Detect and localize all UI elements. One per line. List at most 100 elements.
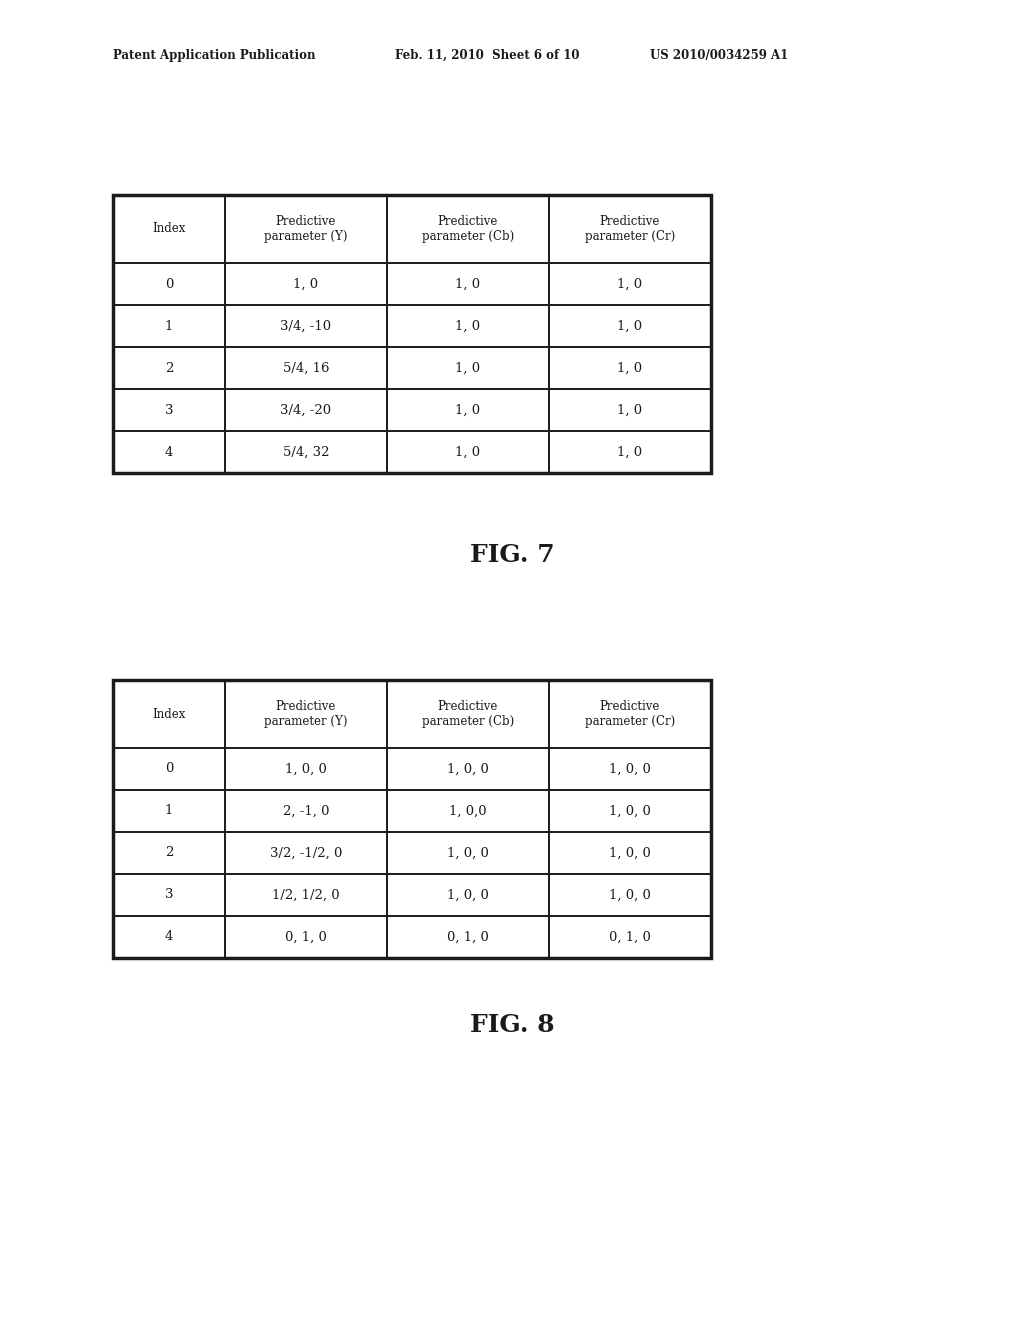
Bar [387, 389, 549, 432]
Bar [113, 305, 225, 347]
Bar [113, 789, 225, 832]
Bar [387, 916, 549, 958]
Text: Feb. 11, 2010  Sheet 6 of 10: Feb. 11, 2010 Sheet 6 of 10 [395, 49, 580, 62]
Bar [113, 916, 225, 958]
Bar [387, 680, 549, 748]
Bar [549, 789, 711, 832]
Bar [113, 389, 225, 432]
Text: 3: 3 [165, 888, 173, 902]
Text: 1, 0, 0: 1, 0, 0 [609, 804, 651, 817]
Text: 0, 1, 0: 0, 1, 0 [609, 931, 651, 944]
Bar [549, 432, 711, 473]
Bar [387, 789, 549, 832]
Text: 1, 0: 1, 0 [617, 319, 643, 333]
Text: 1, 0: 1, 0 [456, 277, 480, 290]
Bar [387, 263, 549, 305]
Bar [225, 680, 387, 748]
Bar [113, 748, 225, 789]
Text: 1, 0, 0: 1, 0, 0 [285, 763, 327, 776]
Bar [387, 874, 549, 916]
Text: 2, -1, 0: 2, -1, 0 [283, 804, 330, 817]
Bar [225, 874, 387, 916]
Text: 1, 0: 1, 0 [294, 277, 318, 290]
Text: 1, 0, 0: 1, 0, 0 [447, 763, 488, 776]
Text: 5/4, 16: 5/4, 16 [283, 362, 330, 375]
Text: 1: 1 [165, 319, 173, 333]
Bar [549, 832, 711, 874]
Bar [387, 305, 549, 347]
Text: 2: 2 [165, 362, 173, 375]
Bar [549, 305, 711, 347]
Text: Predictive
parameter (Cb): Predictive parameter (Cb) [422, 215, 514, 243]
Bar [549, 916, 711, 958]
Text: Predictive
parameter (Y): Predictive parameter (Y) [264, 700, 348, 729]
Text: Predictive
parameter (Cr): Predictive parameter (Cr) [585, 215, 675, 243]
Bar [549, 389, 711, 432]
Bar [113, 347, 225, 389]
Bar [387, 347, 549, 389]
Text: FIG. 8: FIG. 8 [470, 1012, 554, 1038]
Bar [549, 680, 711, 748]
Text: 1, 0, 0: 1, 0, 0 [609, 888, 651, 902]
Bar [225, 195, 387, 263]
Text: 1/2, 1/2, 0: 1/2, 1/2, 0 [272, 888, 340, 902]
Bar [225, 389, 387, 432]
Text: 3/4, -20: 3/4, -20 [281, 404, 332, 417]
Text: 1, 0: 1, 0 [617, 362, 643, 375]
Text: 1, 0: 1, 0 [617, 277, 643, 290]
Bar [225, 263, 387, 305]
Bar [549, 347, 711, 389]
Bar [549, 263, 711, 305]
Text: 0: 0 [165, 763, 173, 776]
Text: 0, 1, 0: 0, 1, 0 [447, 931, 488, 944]
Text: 1: 1 [165, 804, 173, 817]
Bar [113, 874, 225, 916]
Text: Predictive
parameter (Cb): Predictive parameter (Cb) [422, 700, 514, 729]
Text: Predictive
parameter (Cr): Predictive parameter (Cr) [585, 700, 675, 729]
Text: 1, 0, 0: 1, 0, 0 [609, 763, 651, 776]
Bar [225, 432, 387, 473]
Text: Index: Index [153, 223, 185, 235]
Bar [113, 263, 225, 305]
Bar [387, 432, 549, 473]
Text: 3: 3 [165, 404, 173, 417]
Bar [549, 874, 711, 916]
Text: 0: 0 [165, 277, 173, 290]
Text: 1, 0, 0: 1, 0, 0 [447, 846, 488, 859]
Text: 1, 0: 1, 0 [617, 446, 643, 458]
Text: 3/2, -1/2, 0: 3/2, -1/2, 0 [269, 846, 342, 859]
Text: 2: 2 [165, 846, 173, 859]
Text: 4: 4 [165, 931, 173, 944]
Text: 1, 0: 1, 0 [456, 319, 480, 333]
Bar [225, 347, 387, 389]
Text: 3/4, -10: 3/4, -10 [281, 319, 332, 333]
Bar [225, 748, 387, 789]
Bar [225, 305, 387, 347]
Text: 4: 4 [165, 446, 173, 458]
Text: 5/4, 32: 5/4, 32 [283, 446, 330, 458]
Text: US 2010/0034259 A1: US 2010/0034259 A1 [650, 49, 788, 62]
Bar [387, 748, 549, 789]
Text: 1, 0: 1, 0 [456, 446, 480, 458]
Bar [225, 832, 387, 874]
Bar [113, 195, 711, 473]
Bar [225, 916, 387, 958]
Bar [113, 680, 225, 748]
Text: Predictive
parameter (Y): Predictive parameter (Y) [264, 215, 348, 243]
Bar [113, 832, 225, 874]
Text: 1, 0: 1, 0 [617, 404, 643, 417]
Bar [549, 748, 711, 789]
Text: FIG. 7: FIG. 7 [470, 543, 554, 568]
Text: 1, 0, 0: 1, 0, 0 [447, 888, 488, 902]
Text: 1, 0: 1, 0 [456, 404, 480, 417]
Text: 1, 0,0: 1, 0,0 [450, 804, 486, 817]
Text: 1, 0, 0: 1, 0, 0 [609, 846, 651, 859]
Text: Patent Application Publication: Patent Application Publication [113, 49, 315, 62]
Text: Index: Index [153, 708, 185, 721]
Bar [387, 832, 549, 874]
Text: 0, 1, 0: 0, 1, 0 [285, 931, 327, 944]
Bar [387, 195, 549, 263]
Bar [225, 789, 387, 832]
Bar [113, 432, 225, 473]
Bar [113, 680, 711, 958]
